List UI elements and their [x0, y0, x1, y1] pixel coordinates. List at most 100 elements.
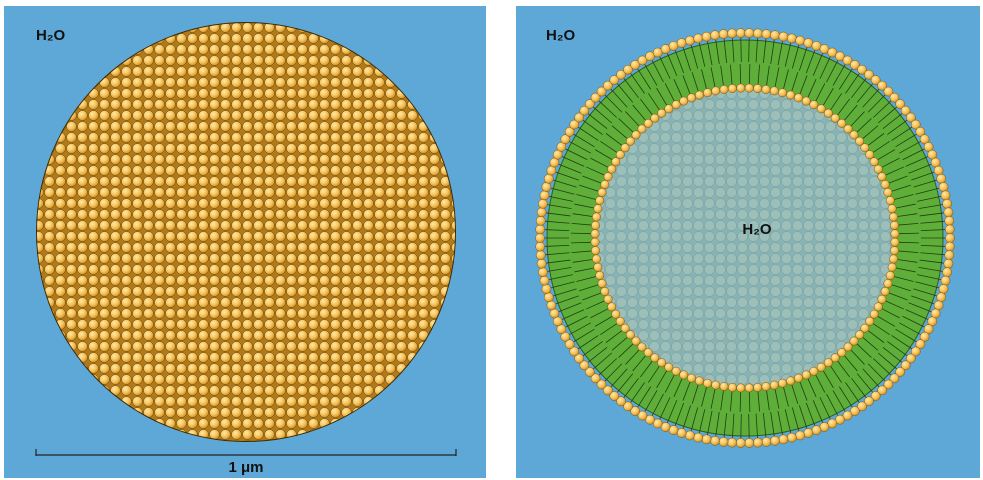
lipid-tail [749, 64, 750, 84]
lipid-head [889, 213, 897, 221]
lipid-head [710, 436, 719, 445]
lipid-head [812, 426, 821, 435]
lipid-head [939, 284, 948, 293]
lipid-tail [741, 37, 742, 62]
lipid-head [592, 213, 600, 221]
lipid-head [881, 287, 889, 295]
lipid-head [612, 310, 620, 318]
lipid-head [753, 29, 762, 38]
lipid-head [786, 91, 794, 99]
lipid-head [737, 384, 745, 392]
lipid-head [810, 367, 818, 375]
lipid-head [779, 435, 788, 444]
lipid-head [870, 310, 878, 318]
lipid-head [728, 438, 737, 447]
lipid-head [608, 165, 616, 173]
lipid-tail [749, 37, 750, 62]
lipid-head [687, 94, 695, 102]
lipid-head [745, 384, 753, 392]
lipid-head [591, 230, 599, 238]
lipid-head [770, 87, 778, 95]
lipid-head [710, 31, 719, 40]
lipid-head [944, 259, 953, 268]
lipid-head [943, 268, 952, 277]
lipid-head [728, 84, 736, 92]
lipid-head [612, 158, 620, 166]
lipid-tail [571, 233, 591, 234]
lipid-head [802, 371, 810, 379]
lipid-head [890, 246, 898, 254]
lipid-head [720, 85, 728, 93]
lipid-head [677, 428, 686, 437]
lipid-head [680, 371, 688, 379]
lipid-head [762, 85, 770, 93]
lipid-head [939, 182, 948, 191]
lipid-tail [571, 242, 591, 243]
lipid-head [601, 180, 609, 188]
lipid-head [745, 438, 754, 447]
lipid-head [694, 433, 703, 442]
lipid-head [720, 382, 728, 390]
lipid-head [881, 180, 889, 188]
lipid-head [794, 374, 802, 382]
lipid-head [604, 173, 612, 181]
lipid-head [753, 438, 762, 447]
lipid-head [770, 381, 778, 389]
lipid-head [542, 182, 551, 191]
lipid-head [596, 196, 604, 204]
figure: H₂O 1 μm H₂O H₂O [0, 0, 983, 480]
lipid-head [544, 293, 553, 302]
lipid-tail [749, 414, 750, 439]
lipid-head [941, 191, 950, 200]
lipid-head [616, 317, 624, 325]
lipid-head [824, 359, 832, 367]
lipid-head [804, 38, 813, 47]
lipid-head [719, 437, 728, 446]
lipid-head [889, 255, 897, 263]
lipid-head [945, 233, 954, 242]
outer-label: H₂O [546, 27, 575, 44]
lipid-head [695, 91, 703, 99]
lipid-head [943, 199, 952, 208]
lipid-head [695, 377, 703, 385]
lipid-tail [749, 392, 750, 412]
lipid-head [945, 242, 954, 251]
lipid-head [745, 84, 753, 92]
lipid-head [665, 363, 673, 371]
lipid-head [891, 230, 899, 238]
lipid-head [672, 101, 680, 109]
micelle-sphere [36, 22, 456, 442]
lipid-head [810, 101, 818, 109]
lipid-head [945, 251, 954, 260]
lipid-head [937, 174, 946, 183]
lipid-head [874, 165, 882, 173]
lipid-head [594, 263, 602, 271]
lipid-head [687, 374, 695, 382]
lipid-head [536, 216, 545, 225]
lipid-head [591, 238, 599, 246]
lipid-head [669, 41, 678, 50]
lipid-head [878, 295, 886, 303]
lipid-head [804, 428, 813, 437]
lipid-head [736, 438, 745, 447]
lipid-head [870, 158, 878, 166]
lipid-head [702, 435, 711, 444]
lipid-head [544, 174, 553, 183]
lipid-head [702, 32, 711, 41]
lipid-head [941, 276, 950, 285]
lipid-head [601, 287, 609, 295]
lipid-head [794, 94, 802, 102]
lipid-head [719, 30, 728, 39]
lipid-head [762, 382, 770, 390]
lipid-head [753, 84, 761, 92]
lipid-head [712, 87, 720, 95]
lipid-head [878, 173, 886, 181]
lipid-tail [740, 64, 741, 84]
lipid-head [786, 377, 794, 385]
lipid-head [536, 251, 545, 260]
lipid-tail [899, 242, 919, 243]
lipid-head [866, 150, 874, 158]
lipid-head [945, 225, 954, 234]
lipid-tail [740, 392, 741, 412]
lipid-head [888, 263, 896, 271]
